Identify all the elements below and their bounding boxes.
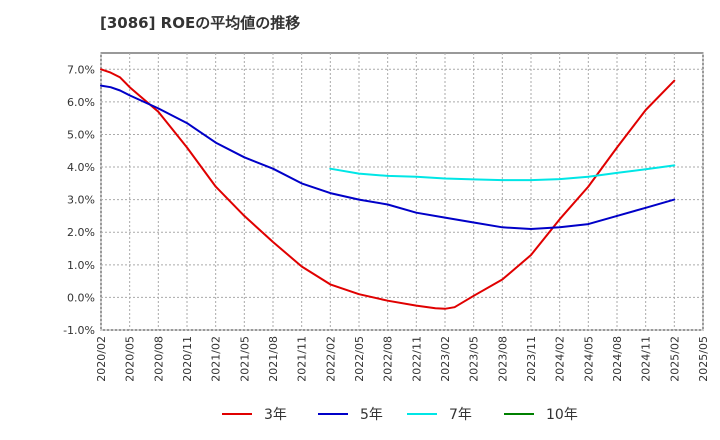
x-tick-label: 2021/11: [296, 336, 309, 382]
grid-layer: [100, 52, 704, 331]
x-tick-label: 2024/02: [554, 336, 567, 382]
y-tick-label: 0.0%: [67, 291, 95, 304]
series-layer: [100, 68, 676, 310]
x-tick-label: 2024/05: [582, 336, 595, 382]
legend-item: 10年: [504, 407, 578, 423]
x-tick-label: 2020/02: [95, 336, 108, 382]
x-tick-label: 2021/08: [267, 336, 280, 382]
axis-layer: -1.0% 0.0% 1.0% 2.0% 3.0% 4.0% 5.0% 6.0% 7.0% 202…: [63, 63, 710, 381]
x-tick-label: 2025/02: [668, 336, 681, 382]
x-tick-label: 2021/05: [238, 336, 251, 382]
x-tick-label: 2022/02: [324, 336, 337, 382]
series-line-1: [100, 68, 676, 310]
x-tick-label: 2020/08: [152, 336, 165, 382]
legend-item: 3年: [222, 407, 287, 423]
legend-label: 3年: [264, 407, 287, 423]
x-tick-label: 2022/08: [382, 336, 395, 382]
x-tick-label: 2022/11: [410, 336, 423, 382]
x-tick-label: 2023/11: [525, 336, 538, 382]
y-tick-label: 2.0%: [67, 226, 95, 239]
legend-item: 5年: [318, 407, 383, 423]
y-tick-label: 1.0%: [67, 259, 95, 272]
y-tick-label: 7.0%: [67, 63, 95, 76]
x-tick-label: 2023/05: [468, 336, 481, 382]
y-tick-label: -1.0%: [63, 324, 95, 337]
y-tick-label: 3.0%: [67, 194, 95, 207]
chart-title: [3086] ROEの平均値の推移: [100, 14, 301, 32]
y-tick-label: 6.0%: [67, 96, 95, 109]
x-tick-label: 2021/02: [210, 336, 223, 382]
x-tick-label: 2023/02: [439, 336, 452, 382]
legend-layer: 3年 5年 7年 10年: [222, 407, 578, 423]
legend-label: 10年: [546, 407, 578, 423]
series-line-2: [100, 84, 676, 230]
x-tick-label: 2020/05: [124, 336, 137, 382]
x-tick-label: 2020/11: [181, 336, 194, 382]
legend-item: 7年: [407, 407, 472, 423]
y-tick-label: 4.0%: [67, 161, 95, 174]
x-tick-label: 2024/08: [611, 336, 624, 382]
legend-label: 7年: [449, 407, 472, 423]
series-line-3: [329, 164, 676, 182]
x-tick-label: 2025/05: [697, 336, 710, 382]
x-tick-label: 2024/11: [640, 336, 653, 382]
legend-label: 5年: [360, 407, 383, 423]
y-tick-label: 5.0%: [67, 128, 95, 141]
plot-frame: [100, 52, 704, 331]
x-tick-label: 2022/05: [353, 336, 366, 382]
x-tick-label: 2023/08: [496, 336, 509, 382]
